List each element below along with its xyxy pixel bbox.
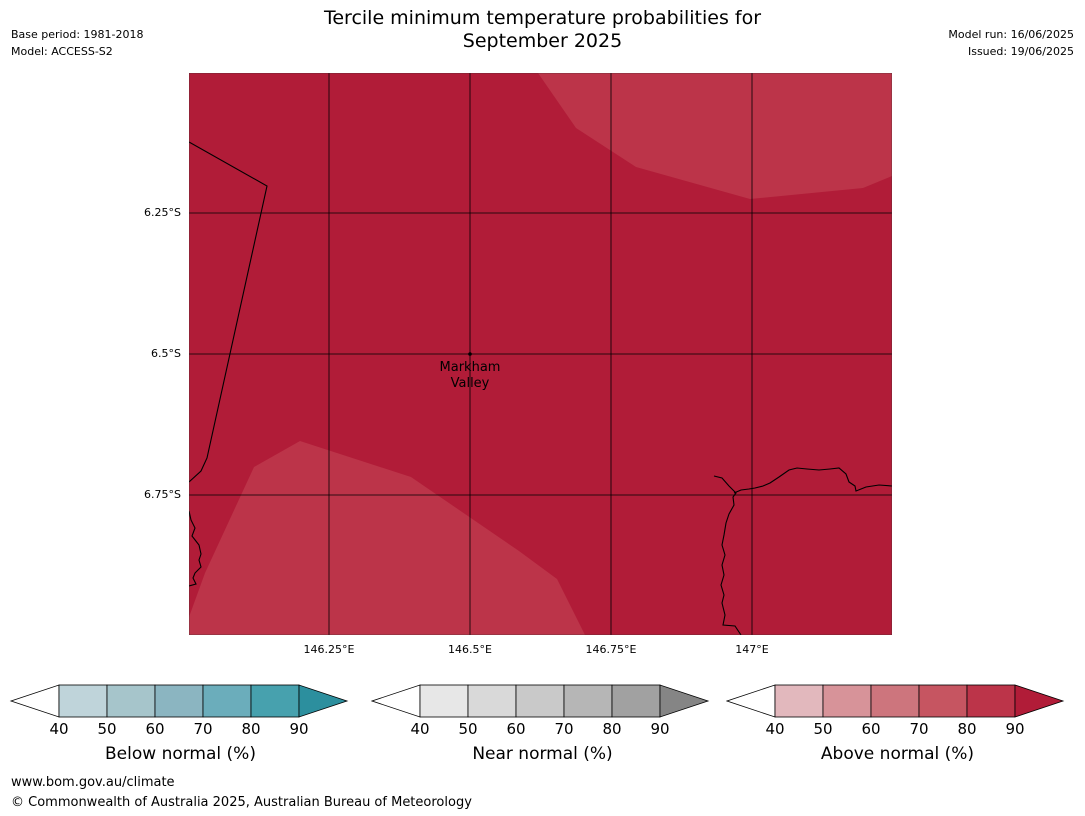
- lat-label-6-25: 6.25°S: [144, 206, 181, 219]
- right-metadata: Model run: 16/06/2025 Issued: 19/06/2025: [948, 26, 1074, 60]
- legend-above-segment-1: [774, 684, 824, 718]
- legend-below-colorbar: [9, 684, 349, 718]
- base-period: Base period: 1981-2018: [11, 28, 144, 41]
- legend-near-tick: 80: [602, 720, 622, 738]
- lon-label-147: 147°E: [735, 643, 769, 656]
- legend-above-segment-3: [870, 684, 920, 718]
- issued-date: Issued: 19/06/2025: [967, 45, 1074, 58]
- legend-above-colorbar: [726, 684, 1065, 718]
- model-name: Model: ACCESS-S2: [11, 45, 113, 58]
- legend-near-tick: 90: [650, 720, 670, 738]
- legend-above-tick: 40: [765, 720, 785, 738]
- graticule: [189, 73, 892, 635]
- lon-label-146-75: 146.75°E: [585, 643, 637, 656]
- legend-below-tick: 60: [145, 720, 165, 738]
- legend-near-tick: 60: [506, 720, 526, 738]
- legend-above-segment-4: [918, 684, 968, 718]
- coast-east-north: [733, 467, 892, 494]
- lon-label-146-5: 146.5°E: [448, 643, 492, 656]
- legend-near-segment-4: [563, 684, 613, 718]
- legend-below-title: Below normal (%): [105, 744, 256, 764]
- legend-below-segment-5: [250, 684, 300, 718]
- legend-near-segment-3: [515, 684, 565, 718]
- legend-above-tick: 60: [861, 720, 881, 738]
- legend-below-segment-4: [202, 684, 252, 718]
- legend-near-arrow-right: [659, 684, 710, 718]
- legend-near-tick: 40: [410, 720, 430, 738]
- legend-below-tick: 70: [193, 720, 213, 738]
- probability-map[interactable]: Markham Valley: [189, 73, 892, 635]
- legend-near-tick: 70: [554, 720, 574, 738]
- footer-url: www.bom.gov.au/climate: [11, 775, 175, 790]
- legend-below-segment-2: [106, 684, 156, 718]
- legend-above-arrow-right: [1014, 684, 1065, 718]
- legend-above-segment-5: [966, 684, 1016, 718]
- map-title: Tercile minimum temperature probabilitie…: [0, 7, 1085, 53]
- coast-west-edge: [189, 510, 202, 587]
- legend-above-tick: 50: [813, 720, 833, 738]
- place-label-line-2: Valley: [451, 376, 490, 391]
- region-70-80-southwest: [189, 441, 585, 635]
- title-line-1: Tercile minimum temperature probabilitie…: [323, 7, 762, 29]
- border-line-west: [189, 141, 268, 483]
- lon-label-146-25: 146.25°E: [303, 643, 355, 656]
- place-label-line-1: Markham: [440, 360, 501, 375]
- legend-below-arrow-right: [298, 684, 349, 718]
- legend-above-tick: 80: [957, 720, 977, 738]
- legend-above-tick: 70: [909, 720, 929, 738]
- legend-below-tick: 80: [241, 720, 261, 738]
- legend-near-segment-1: [419, 684, 469, 718]
- legend-above-title: Above normal (%): [820, 744, 975, 764]
- legend-below-arrow-left: [9, 684, 60, 718]
- title-line-2: September 2025: [462, 30, 623, 52]
- legend-near-tick: 50: [458, 720, 478, 738]
- legend-near-title: Near normal (%): [472, 744, 613, 764]
- legend-above-arrow-left: [726, 684, 776, 718]
- legend-below-tick: 40: [49, 720, 69, 738]
- legend-near-arrow-left: [371, 684, 421, 718]
- coast-east: [713, 475, 742, 635]
- lat-label-6-5: 6.5°S: [151, 347, 181, 360]
- model-run-date: Model run: 16/06/2025: [948, 28, 1074, 41]
- left-metadata: Base period: 1981-2018 Model: ACCESS-S2: [11, 26, 143, 60]
- lat-label-6-75: 6.75°S: [144, 488, 181, 501]
- coastlines-and-borders: [189, 141, 892, 635]
- legend-near-segment-5: [611, 684, 661, 718]
- legend-above-normal: 40 50 60 70 80 90 Above normal (%): [726, 680, 1071, 770]
- legend-below-segment-3: [154, 684, 204, 718]
- legend-above-segment-2: [822, 684, 872, 718]
- legend-below-normal: 40 50 60 70 80 90 Below normal (%): [9, 680, 354, 770]
- legend-near-segment-2: [467, 684, 517, 718]
- legend-above-tick: 90: [1005, 720, 1025, 738]
- legend-near-normal: 40 50 60 70 80 90 Near normal (%): [371, 680, 716, 770]
- legend-below-tick: 90: [289, 720, 309, 738]
- footer-copyright: © Commonwealth of Australia 2025, Austra…: [11, 795, 472, 810]
- legend-near-colorbar: [371, 684, 710, 718]
- region-70-80-northeast: [538, 73, 892, 199]
- legend-below-segment-1: [58, 684, 108, 718]
- markham-valley-marker: [468, 352, 472, 356]
- legend-below-tick: 50: [97, 720, 117, 738]
